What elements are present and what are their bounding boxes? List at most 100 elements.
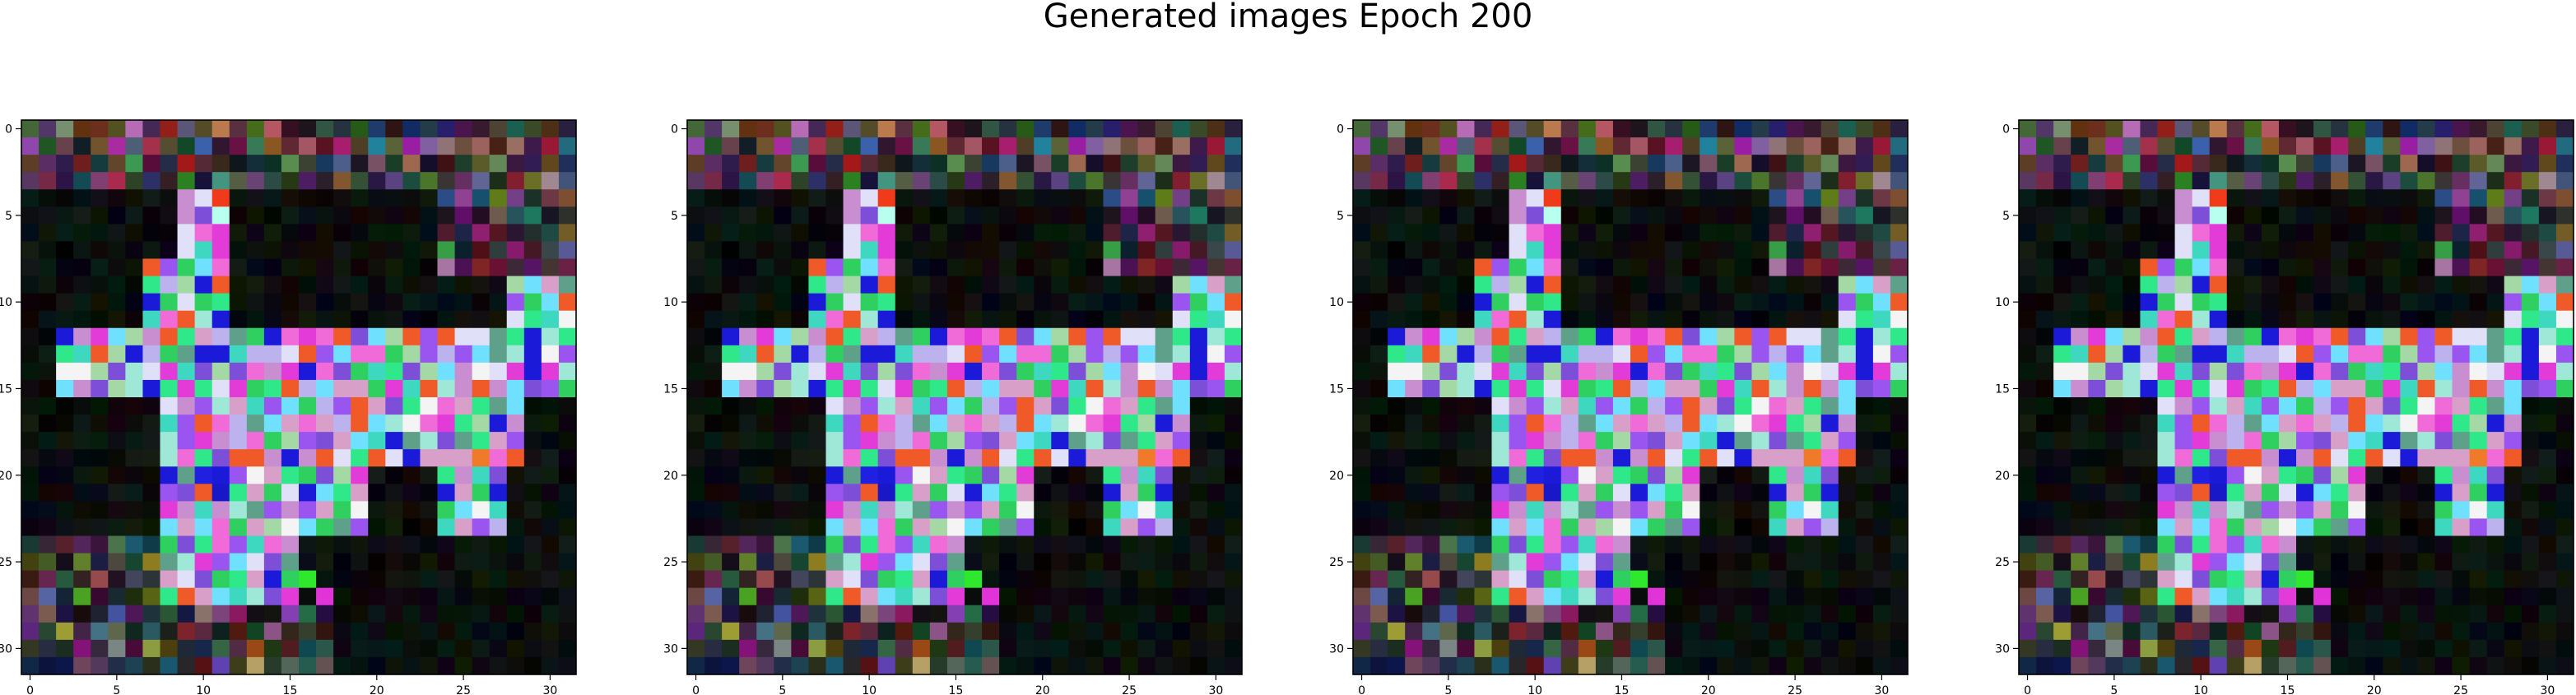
image-pixel: [1155, 535, 1174, 554]
image-pixel: [420, 501, 438, 519]
image-pixel: [506, 501, 525, 519]
image-pixel: [687, 484, 705, 502]
image-pixel: [2521, 622, 2540, 641]
image-panel-4: 0 5 10 15 20 25 30 0 5 10 15 20 25 30: [1995, 119, 2574, 695]
image-pixel: [1855, 206, 1874, 225]
image-pixel: [351, 293, 369, 312]
image-pixel: [506, 432, 525, 450]
image-pixel: [1578, 501, 1597, 519]
image-pixel: [2538, 172, 2557, 190]
image-pixel: [1439, 518, 1458, 536]
image-pixel: [56, 120, 74, 138]
image-pixel: [1207, 345, 1225, 364]
image-pixel: [2434, 241, 2453, 259]
image-pixel: [791, 172, 809, 190]
image-pixel: [2383, 189, 2401, 207]
image-pixel: [2157, 656, 2175, 675]
image-pixel: [2469, 605, 2488, 623]
image-pixel: [982, 206, 1000, 225]
image-pixel: [1786, 415, 1805, 433]
image-pixel: [843, 310, 862, 329]
image-pixel: [541, 155, 560, 173]
image-pixel: [1682, 224, 1700, 242]
image-pixel: [2226, 172, 2245, 190]
image-pixel: [2313, 466, 2332, 484]
image-pixel: [420, 310, 438, 329]
image-pixel: [2417, 206, 2435, 225]
image-pixel: [2331, 206, 2349, 225]
image-pixel: [1137, 258, 1156, 276]
image-pixel: [316, 587, 334, 606]
image-pixel: [1769, 172, 1787, 190]
image-pixel: [2555, 397, 2574, 415]
image-pixel: [402, 327, 421, 346]
image-pixel: [2331, 379, 2349, 398]
image-pixel: [1370, 553, 1388, 572]
image-pixel: [791, 345, 809, 364]
image-pixel: [1630, 120, 1648, 138]
image-pixel: [1855, 639, 1874, 658]
image-pixel: [523, 172, 542, 190]
image-pixel: [489, 449, 508, 467]
image-pixel: [2417, 345, 2435, 364]
image-pixel: [2157, 155, 2175, 173]
image-pixel: [946, 484, 965, 502]
image-pixel: [722, 656, 740, 675]
image-pixel: [558, 432, 577, 450]
image-pixel: [2019, 120, 2037, 138]
image-pixel: [1439, 293, 1458, 312]
image-pixel: [825, 276, 844, 294]
image-pixel: [1439, 327, 1458, 346]
image-pixel: [1491, 484, 1509, 502]
image-pixel: [1803, 345, 1822, 364]
image-pixel: [895, 587, 914, 606]
image-pixel: [558, 224, 577, 242]
image-pixel: [877, 518, 896, 536]
image-pixel: [946, 345, 965, 364]
image-pixel: [843, 605, 862, 623]
image-pixel: [929, 518, 948, 536]
image-pixel: [1595, 327, 1614, 346]
image-pixel: [2053, 587, 2071, 606]
image-pixel: [2469, 206, 2488, 225]
image-pixel: [21, 501, 40, 519]
image-pixel: [2157, 258, 2175, 276]
image-pixel: [2313, 605, 2332, 623]
image-pixel: [1224, 397, 1243, 415]
image-pixel: [1370, 241, 1388, 259]
image-pixel: [125, 656, 143, 675]
image-pixel: [523, 137, 542, 155]
image-pixel: [1578, 553, 1597, 572]
image-pixel: [1051, 639, 1069, 658]
image-pixel: [2313, 415, 2332, 433]
image-pixel: [523, 310, 542, 329]
image-pixel: [351, 622, 369, 641]
image-pixel: [39, 397, 57, 415]
image-pixel: [558, 310, 577, 329]
image-pixel: [1172, 656, 1191, 675]
image-pixel: [1068, 276, 1086, 294]
image-pixel: [108, 258, 126, 276]
image-pixel: [1526, 362, 1545, 381]
image-pixel: [1034, 120, 1052, 138]
image-pixel: [2400, 432, 2418, 450]
image-pixel: [1855, 397, 1874, 415]
image-pixel: [2417, 605, 2435, 623]
image-pixel: [1172, 310, 1191, 329]
image-pixel: [2140, 206, 2158, 225]
image-pixel: [2538, 656, 2557, 675]
image-pixel: [2313, 379, 2332, 398]
image-pixel: [2521, 362, 2540, 381]
image-pixel: [808, 379, 826, 398]
image-pixel: [2261, 258, 2280, 276]
image-pixel: [2209, 206, 2228, 225]
image-pixel: [1388, 258, 1406, 276]
image-pixel: [1474, 276, 1492, 294]
image-pixel: [1370, 362, 1388, 381]
image-pixel: [1682, 449, 1700, 467]
image-pixel: [1751, 587, 1769, 606]
image-pixel: [1474, 656, 1492, 675]
image-pixel: [946, 553, 965, 572]
image-pixel: [1224, 656, 1243, 675]
